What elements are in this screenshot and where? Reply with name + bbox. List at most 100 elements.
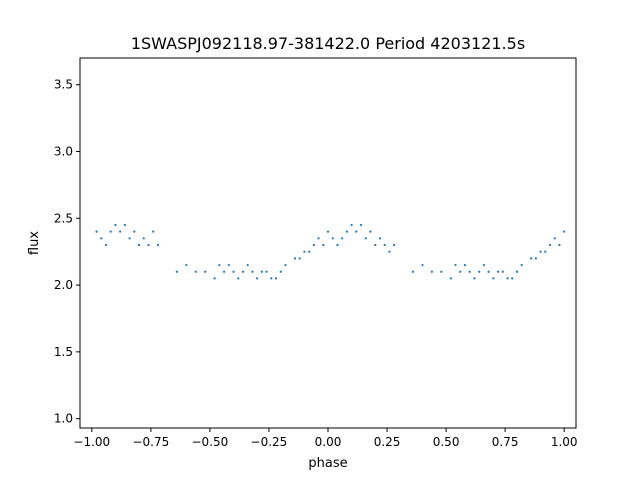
data-point [501, 270, 504, 273]
data-point [430, 270, 434, 273]
data-point [114, 223, 117, 227]
data-point [251, 270, 254, 273]
data-point [506, 277, 509, 280]
y-tick-label: 3.0 [54, 145, 73, 159]
y-tick-label: 2.0 [54, 278, 73, 292]
y-tick-label: 2.5 [54, 211, 73, 225]
data-point [530, 257, 533, 260]
data-point [378, 237, 382, 240]
data-point [369, 230, 372, 233]
data-point [359, 223, 363, 227]
data-point [123, 223, 126, 227]
data-point [326, 230, 330, 233]
data-point [558, 243, 561, 247]
data-point [142, 237, 145, 240]
data-point [539, 250, 542, 253]
x-tick-label: 0.00 [315, 435, 342, 449]
data-points [95, 223, 566, 280]
data-point [274, 277, 278, 280]
data-point [265, 270, 268, 273]
x-tick-label: −0.75 [132, 435, 169, 449]
y-tick-label: 1.0 [54, 412, 73, 426]
data-point [374, 243, 377, 247]
y-axis-ticks: 1.0 1.5 2.0 2.5 3.0 3.5 [54, 78, 80, 426]
data-point [553, 237, 556, 240]
data-point [104, 243, 108, 247]
data-point [204, 270, 207, 273]
data-point [241, 270, 245, 273]
chart-title: 1SWASPJ092118.97-381422.0 Period 4203121… [131, 34, 525, 53]
x-tick-label: −1.00 [73, 435, 110, 449]
data-point [468, 270, 471, 273]
data-point [237, 277, 240, 280]
y-axis-label: flux [27, 231, 42, 255]
data-point [478, 270, 481, 273]
data-point [270, 277, 273, 280]
data-point [496, 270, 500, 273]
data-point [308, 250, 311, 253]
data-point [534, 257, 537, 260]
data-point [293, 257, 297, 260]
data-point [341, 237, 344, 240]
data-point [520, 263, 523, 267]
data-point [511, 277, 514, 280]
data-point [336, 243, 339, 247]
data-point [284, 263, 287, 267]
data-point [303, 250, 306, 253]
data-point [246, 263, 249, 267]
data-point [298, 257, 301, 260]
data-point [411, 270, 415, 273]
data-point [473, 277, 476, 280]
data-point [463, 263, 467, 267]
data-point [312, 243, 315, 247]
data-point [482, 263, 485, 267]
data-point [227, 263, 230, 267]
x-axis-label: phase [308, 456, 347, 471]
x-tick-label: 0.50 [433, 435, 460, 449]
x-tick-label: 0.75 [492, 435, 519, 449]
data-point [345, 230, 348, 233]
x-tick-label: −0.50 [192, 435, 229, 449]
y-tick-label: 3.5 [54, 78, 73, 92]
data-point [487, 270, 490, 273]
data-point [544, 250, 547, 253]
data-point [355, 230, 358, 233]
data-point [156, 243, 160, 247]
data-point [232, 270, 235, 273]
data-point [279, 270, 282, 273]
data-point [95, 230, 98, 233]
data-point [454, 263, 457, 267]
data-point [459, 270, 462, 273]
data-point [222, 270, 226, 273]
data-point [393, 243, 396, 247]
data-point [440, 270, 443, 273]
data-point [175, 270, 178, 273]
data-point [421, 263, 424, 267]
data-point [563, 230, 566, 233]
x-axis-ticks: −1.00 −0.75 −0.50 −0.25 0.00 0.25 0.50 0.75 1.00 [73, 428, 578, 449]
data-point [119, 230, 122, 233]
x-tick-label: −0.25 [251, 435, 288, 449]
data-point [109, 230, 112, 233]
data-point [331, 237, 334, 240]
data-point [449, 277, 452, 280]
data-point [137, 243, 141, 247]
x-tick-label: 1.00 [551, 435, 578, 449]
data-point [133, 230, 136, 233]
data-point [100, 237, 103, 240]
data-point [388, 250, 391, 253]
data-point [213, 277, 216, 280]
data-point [256, 277, 259, 280]
y-tick-label: 1.5 [54, 345, 73, 359]
data-point [364, 237, 367, 240]
data-point [383, 243, 386, 247]
data-point [548, 243, 552, 247]
data-point [152, 230, 155, 233]
data-point [317, 237, 320, 240]
data-point [492, 277, 495, 280]
data-point [218, 263, 221, 267]
data-point [322, 243, 325, 247]
